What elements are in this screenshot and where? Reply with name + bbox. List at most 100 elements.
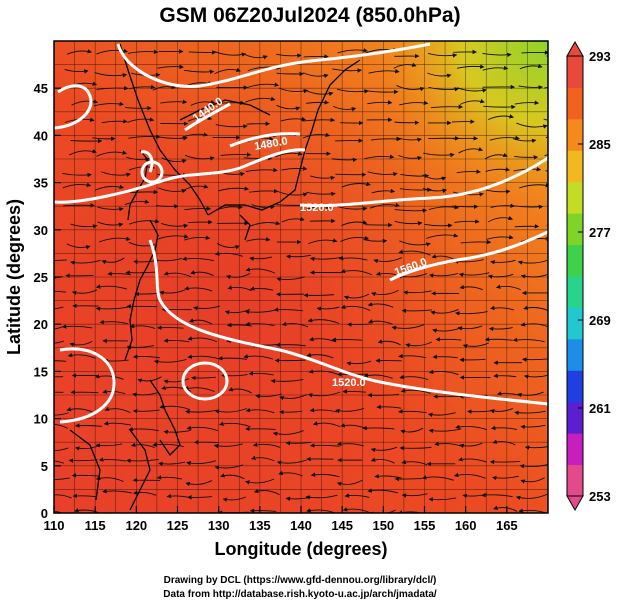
streamline	[213, 443, 243, 449]
streamline	[251, 204, 276, 210]
streamline	[428, 369, 459, 376]
streamline	[489, 408, 514, 414]
y-tick-label: 20	[34, 317, 48, 332]
streamline	[341, 181, 371, 188]
streamline	[421, 475, 454, 481]
streamline	[455, 424, 488, 431]
streamline	[245, 267, 276, 274]
streamline	[181, 132, 209, 138]
streamline	[428, 204, 460, 211]
streamline	[152, 442, 185, 448]
y-tick-label: 35	[34, 176, 48, 191]
streamline	[249, 508, 277, 513]
streamline	[373, 257, 403, 264]
colorbar-tick-label: 269	[589, 313, 611, 328]
streamline	[220, 152, 252, 157]
streamline	[160, 99, 188, 105]
streamline	[157, 64, 184, 69]
streamline	[276, 276, 305, 282]
streamline	[487, 273, 514, 279]
streamline	[520, 424, 546, 430]
streamline	[398, 409, 427, 414]
contour-label: 1480.0	[253, 135, 288, 153]
streamline	[54, 423, 68, 429]
streamline	[218, 356, 247, 361]
streamline	[219, 421, 251, 428]
streamline	[94, 374, 124, 380]
streamline	[459, 284, 483, 291]
streamline	[484, 152, 508, 160]
streamline	[364, 154, 395, 160]
streamline	[273, 307, 303, 312]
streamline	[422, 174, 447, 181]
streamline	[370, 457, 395, 464]
streamline	[248, 371, 274, 376]
streamline	[313, 421, 340, 427]
streamline	[94, 72, 128, 78]
streamline	[214, 464, 244, 470]
streamline	[61, 324, 93, 329]
streamline	[512, 138, 537, 144]
streamline	[458, 272, 490, 277]
streamline	[342, 507, 370, 513]
streamline	[66, 406, 95, 414]
streamline	[514, 155, 539, 160]
streamline	[158, 461, 186, 467]
streamline	[153, 358, 187, 365]
streamline	[281, 166, 308, 171]
streamline	[98, 236, 131, 243]
streamline	[245, 167, 278, 173]
streamline	[430, 104, 464, 110]
streamline	[396, 85, 425, 92]
streamline	[492, 439, 516, 446]
streamline	[489, 135, 520, 141]
coastlines	[69, 43, 361, 511]
streamline	[363, 373, 393, 379]
streamline	[545, 170, 548, 172]
colorbar-segment	[567, 244, 583, 277]
streamline	[64, 68, 89, 74]
streamline	[182, 256, 214, 262]
streamline	[496, 284, 521, 291]
streamline	[524, 445, 548, 450]
colorbar-segment	[567, 56, 583, 88]
streamline	[163, 338, 190, 343]
credit-data: Data from http://database.rish.kyoto-u.a…	[163, 589, 437, 600]
streamline	[220, 473, 245, 480]
streamline	[278, 470, 303, 477]
streamline	[310, 472, 340, 478]
streamline	[398, 353, 427, 359]
streamline	[95, 306, 128, 311]
streamline	[54, 340, 64, 344]
streamline	[249, 188, 279, 194]
streamline	[376, 404, 402, 410]
streamline	[367, 302, 394, 308]
streamline	[344, 493, 370, 498]
contour-label: 1520.0	[332, 377, 366, 389]
streamline	[336, 479, 363, 487]
credit-drawing: Drawing by DCL (https://www.gfd-dennou.o…	[164, 575, 437, 586]
streamline	[543, 118, 548, 121]
streamline	[186, 425, 219, 432]
streamline	[245, 321, 275, 327]
streamline	[302, 132, 330, 139]
colorbar-max-arrow	[566, 40, 584, 57]
streamline	[95, 184, 125, 191]
streamline	[98, 457, 126, 462]
x-tick-label: 155	[414, 518, 436, 533]
streamline	[483, 104, 516, 110]
streamline	[368, 509, 396, 513]
x-tick-label: 160	[455, 518, 477, 533]
streamline	[371, 188, 396, 194]
streamline	[462, 342, 489, 349]
colorbar-tick-label: 277	[589, 225, 611, 240]
streamline	[482, 52, 512, 58]
streamline	[222, 496, 246, 502]
streamline	[279, 394, 308, 401]
colorbar-segment	[567, 213, 583, 246]
streamline	[333, 105, 357, 112]
streamline	[96, 150, 128, 157]
streamline	[519, 182, 548, 189]
streamline	[457, 325, 483, 331]
